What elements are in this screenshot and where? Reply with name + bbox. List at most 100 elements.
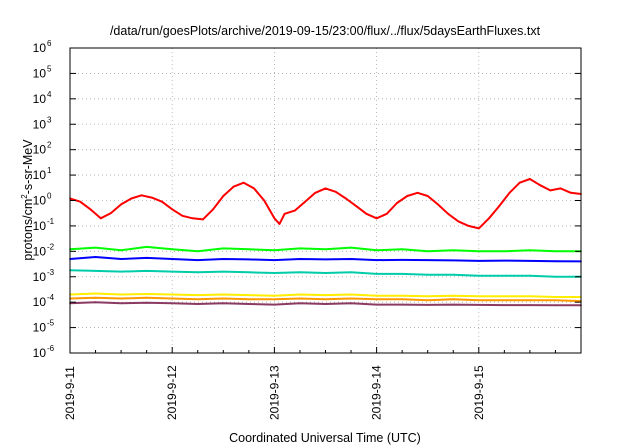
series-1-point bbox=[196, 250, 199, 253]
series-1-point bbox=[324, 248, 327, 251]
series-0-point bbox=[385, 212, 388, 215]
series-2-point bbox=[299, 258, 301, 260]
series-4-point bbox=[171, 293, 174, 296]
series-4-point bbox=[350, 293, 352, 296]
series-3-point bbox=[401, 273, 404, 275]
series-0-point bbox=[89, 208, 92, 211]
series-4-point bbox=[196, 294, 199, 296]
series-6-point bbox=[350, 302, 352, 305]
series-3-point bbox=[120, 270, 122, 273]
series-2-point bbox=[196, 259, 199, 261]
series-line-0 bbox=[69, 178, 582, 230]
series-4-point bbox=[299, 293, 301, 296]
series-4-point bbox=[273, 294, 276, 297]
y-tick-label: 102 bbox=[33, 141, 52, 157]
series-2-point bbox=[94, 256, 97, 258]
series-0-point bbox=[437, 203, 439, 206]
series-0-point bbox=[212, 208, 215, 211]
series-0-point bbox=[559, 187, 562, 190]
series-2-point bbox=[145, 257, 148, 259]
series-3-point bbox=[554, 275, 557, 278]
series-4-point bbox=[247, 294, 250, 296]
series-4-point bbox=[529, 295, 531, 298]
series-1-point bbox=[350, 246, 352, 249]
series-5-point bbox=[145, 296, 148, 299]
series-2-point bbox=[401, 259, 404, 261]
series-5-point bbox=[299, 297, 301, 300]
y-axis: 10-6 10-5 10-4 10-3 10-2 10-1 100 101 102 103 104 1… bbox=[33, 39, 581, 360]
series-0-point bbox=[99, 217, 102, 220]
series-5-point bbox=[350, 297, 352, 300]
series-6-point bbox=[554, 304, 557, 307]
series-0-point bbox=[222, 195, 225, 197]
series-3-point bbox=[503, 274, 506, 277]
series-0-point bbox=[273, 217, 276, 220]
series-4-point bbox=[375, 294, 378, 297]
series-0-point bbox=[375, 217, 378, 220]
series-0-point bbox=[549, 189, 552, 192]
series-2-point bbox=[477, 260, 480, 262]
series-1-point bbox=[120, 249, 122, 252]
series-3-point bbox=[94, 270, 97, 272]
series-0-point bbox=[304, 200, 306, 203]
series-0-point bbox=[171, 208, 174, 211]
series-5-point bbox=[324, 298, 327, 301]
series-0-point bbox=[181, 214, 184, 217]
x-axis-title: Coordinated Universal Time (UTC) bbox=[229, 431, 421, 445]
series-0-point bbox=[110, 212, 112, 215]
series-3-point bbox=[222, 270, 225, 273]
series-0-point bbox=[202, 218, 204, 221]
series-4-point bbox=[324, 294, 327, 296]
series-0-point bbox=[150, 196, 153, 199]
series-2-point bbox=[503, 259, 506, 262]
y-tick-label: 105 bbox=[33, 64, 52, 80]
series-3-point bbox=[375, 273, 378, 275]
series-1-point bbox=[247, 248, 250, 251]
series-6-point bbox=[120, 302, 122, 305]
series-2-point bbox=[529, 260, 531, 262]
series-2-point bbox=[554, 260, 557, 263]
series-3-point bbox=[529, 274, 531, 277]
series-3-point bbox=[196, 271, 199, 274]
series-0-point bbox=[140, 194, 143, 197]
series-0-point bbox=[529, 178, 531, 180]
series-0-point bbox=[324, 187, 327, 190]
series-4-point bbox=[145, 293, 148, 295]
series-0-point bbox=[232, 185, 235, 188]
series-5-point bbox=[477, 299, 480, 302]
series-5-point bbox=[120, 297, 122, 300]
series-2-point bbox=[375, 259, 378, 261]
series-3-point bbox=[247, 271, 250, 274]
y-tick-label: 100 bbox=[33, 192, 52, 208]
y-tick-label: 10-3 bbox=[33, 268, 55, 284]
series-3-point bbox=[324, 272, 327, 274]
series-1-point bbox=[145, 246, 148, 248]
series-1-point bbox=[273, 249, 276, 252]
series-2-point bbox=[324, 258, 327, 261]
series-0-point bbox=[345, 197, 347, 200]
series-0-point bbox=[79, 200, 82, 203]
series-0-point bbox=[416, 191, 419, 194]
series-1-point bbox=[299, 247, 301, 250]
series-0-point bbox=[253, 187, 255, 190]
series-6-point bbox=[375, 303, 378, 306]
series-2-point bbox=[350, 258, 352, 260]
series-6-point bbox=[196, 303, 199, 305]
series-0-point bbox=[161, 200, 163, 203]
series-0-point bbox=[488, 217, 490, 220]
series-6-point bbox=[94, 301, 97, 304]
series-3-point bbox=[350, 271, 352, 274]
series-5-point bbox=[94, 296, 97, 299]
series-4-point bbox=[401, 294, 404, 297]
series-6-point bbox=[324, 303, 327, 305]
series-6-point bbox=[299, 302, 301, 305]
x-tick-label: 2019-9-14 bbox=[370, 365, 384, 420]
series-2-point bbox=[222, 258, 225, 260]
series-2-point bbox=[452, 259, 455, 262]
series-2-point bbox=[426, 259, 429, 261]
series-3-point bbox=[477, 274, 480, 277]
series-4-point bbox=[120, 293, 122, 296]
series-0-point bbox=[263, 199, 266, 202]
y-tick-label: 106 bbox=[33, 39, 52, 55]
